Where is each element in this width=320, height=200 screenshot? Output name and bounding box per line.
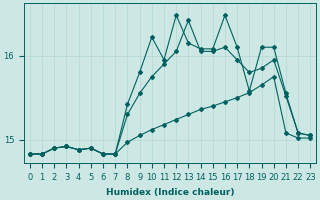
X-axis label: Humidex (Indice chaleur): Humidex (Indice chaleur) [106, 188, 234, 197]
